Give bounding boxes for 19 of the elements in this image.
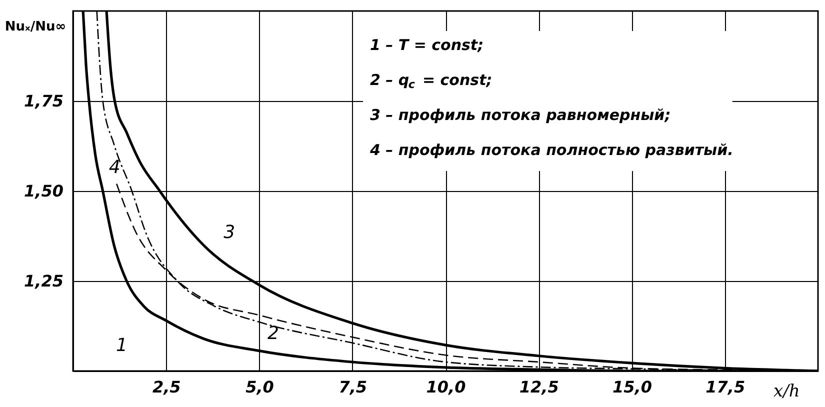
- y-tick-label: 1,75: [24, 92, 64, 110]
- x-tick-label: 7,5: [338, 378, 368, 396]
- x-tick-label: 12,5: [519, 378, 559, 396]
- y-tick-label: 1,25: [24, 272, 64, 290]
- series-label: 1: [116, 335, 128, 356]
- series-label: 3: [224, 222, 236, 243]
- x-tick-label: 5,0: [246, 378, 274, 396]
- x-tick-label: 2,5: [152, 378, 181, 396]
- series-label: 2: [268, 323, 279, 344]
- x-tick-label: 15,0: [612, 378, 652, 396]
- y-tick-label: 1,50: [24, 182, 64, 200]
- y-axis-title: Nuₓ/Nu∞: [4, 20, 66, 34]
- annotation: 1 – T = const;: [370, 36, 484, 54]
- x-tick-label: 17,5: [706, 378, 746, 396]
- annotation: 4 – профиль потока полностью развитый.: [369, 141, 734, 159]
- x-tick-label: 10,0: [426, 378, 466, 396]
- x-axis-title: x/h: [774, 382, 800, 402]
- series-label: 4: [108, 156, 120, 178]
- annotation: 3 – профиль потока равномерный;: [370, 106, 671, 124]
